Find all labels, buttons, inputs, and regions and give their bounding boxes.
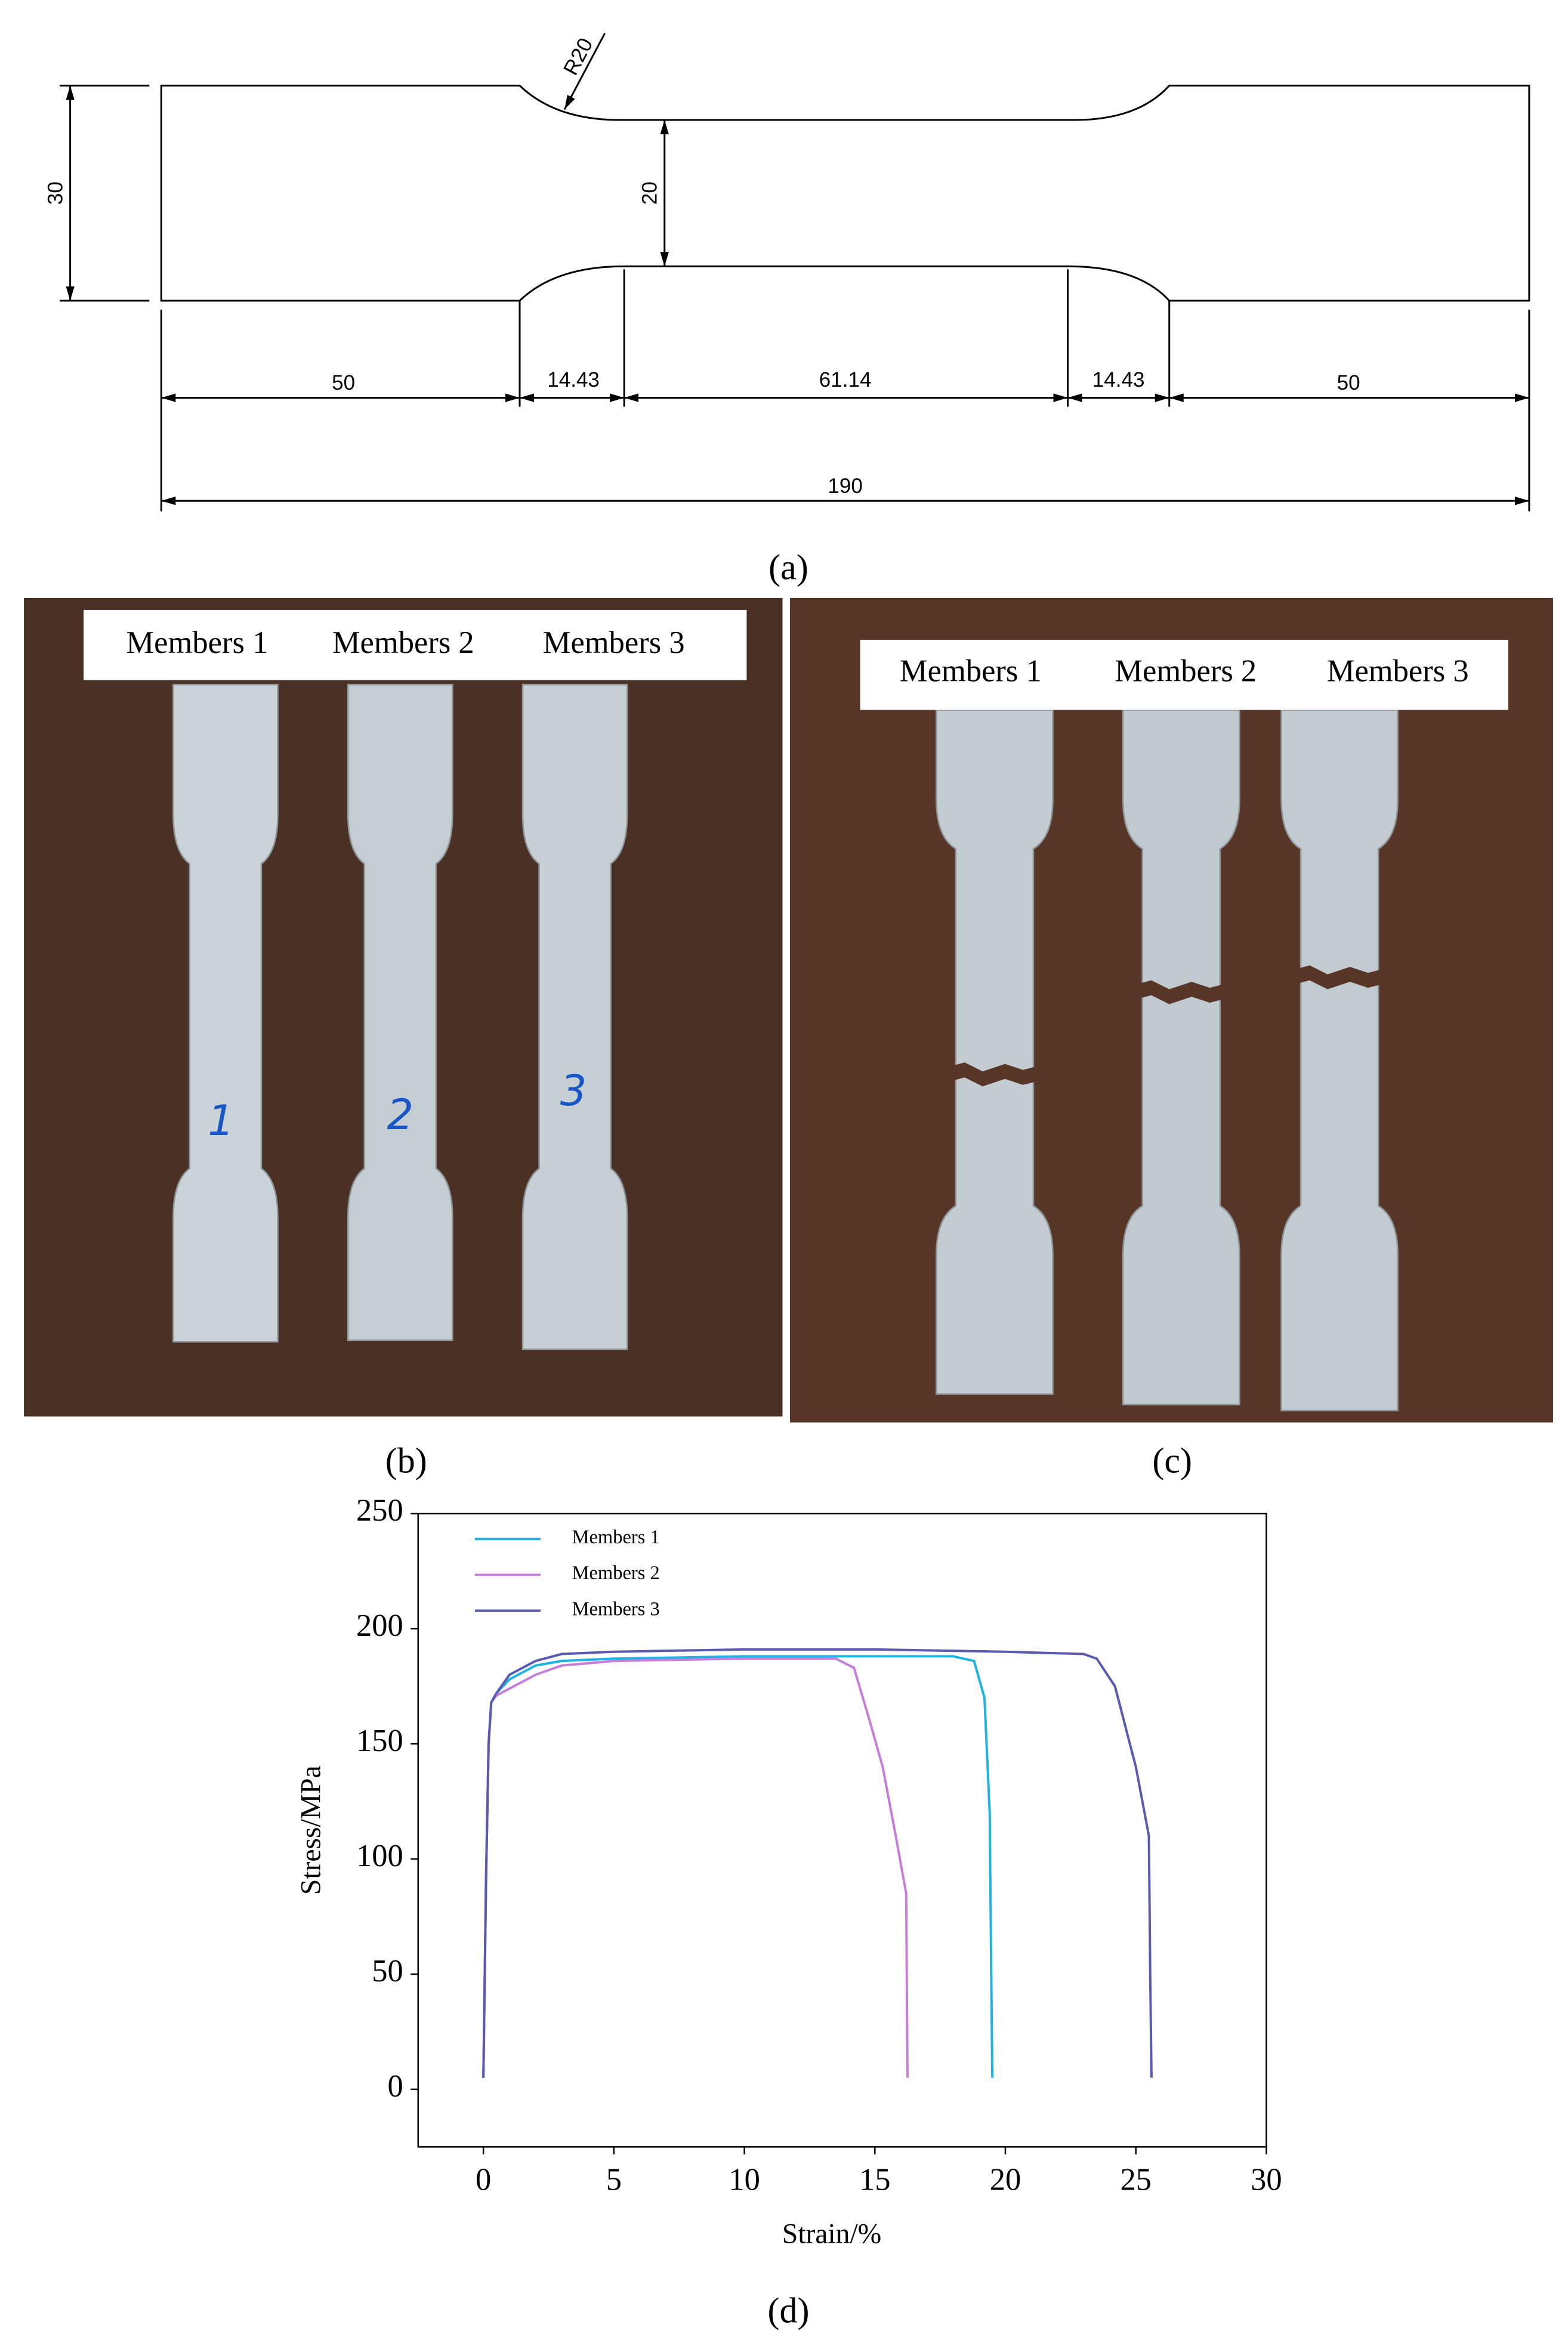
dimension-label: 61.14	[819, 368, 872, 391]
data-line	[482, 1655, 994, 2078]
panel-label: (d)	[768, 2290, 810, 2330]
handwritten-number: 2	[387, 1090, 413, 1139]
legend-label: Members 1	[572, 1527, 660, 1548]
handwritten-number: 1	[208, 1096, 234, 1145]
fracture	[1129, 980, 1228, 1004]
drawing	[60, 33, 1530, 511]
plot-frame	[417, 1512, 1267, 2148]
dimension-label: 30	[44, 181, 67, 205]
y-tick-label: 100	[356, 1839, 403, 1873]
dimension-labels: R20 30 20 50 14.43 61.14 14.43 50 190	[44, 34, 1360, 498]
specimen-label: Members 3	[543, 625, 685, 660]
x-tick-label: 25	[1120, 2162, 1152, 2197]
data-line	[482, 1657, 909, 2078]
y-tick-label: 0	[387, 2069, 403, 2104]
specimen-outline	[160, 84, 1530, 302]
handwriting: 1 2 3	[208, 1066, 587, 1145]
y-tick-label: 50	[372, 1954, 403, 1988]
specimen-label: Members 1	[126, 625, 268, 660]
specimen-label: Members 3	[1327, 654, 1469, 689]
handwritten-number: 3	[560, 1066, 587, 1115]
specimen	[172, 683, 279, 1343]
dimension-label: 50	[332, 371, 355, 394]
x-axis-label: Strain/%	[782, 2218, 881, 2249]
specimen	[347, 683, 453, 1342]
leader-line	[563, 33, 606, 110]
chart: 0 5 10 15 20 25 30 0 50 100 150 200 250 Members 1 Memb…	[356, 1493, 1282, 2197]
specimen	[936, 709, 1054, 1395]
x-tick-label: 15	[859, 2162, 891, 2197]
panel-label: (c)	[1152, 1440, 1192, 1480]
x-tick-label: 20	[990, 2162, 1021, 2197]
specimen-label: Members 1	[900, 654, 1042, 689]
dimension-label: 50	[1337, 371, 1360, 394]
dimension-label: 14.43	[547, 368, 600, 391]
fracture	[942, 1062, 1041, 1087]
x-tick-label: 5	[606, 2162, 622, 2197]
specimen	[1280, 709, 1399, 1411]
legend-label: Members 2	[572, 1562, 660, 1584]
y-tick-label: 200	[356, 1608, 403, 1643]
panel-label: (a)	[768, 547, 808, 587]
y-tick-label: 150	[356, 1724, 403, 1758]
photo-labels: Members 1 Members 2 Members 3 Members 1 …	[126, 625, 1468, 689]
dimension-label: 14.43	[1092, 368, 1145, 391]
data-line	[482, 1648, 1153, 2078]
specimen-label: Members 2	[332, 625, 474, 660]
specimen	[521, 683, 628, 1351]
specimen-label: Members 2	[1115, 654, 1257, 689]
x-tick-label: 0	[476, 2162, 491, 2197]
dimension-label: 20	[638, 181, 661, 205]
y-tick-label: 250	[356, 1493, 403, 1528]
label-box	[84, 609, 747, 680]
specimens	[172, 683, 1399, 1411]
legend-label: Members 3	[572, 1598, 660, 1620]
dimension-label: 190	[828, 474, 862, 498]
specimen	[1122, 709, 1240, 1405]
label-box	[860, 639, 1508, 710]
x-tick-label: 10	[729, 2162, 760, 2197]
panel-label: (b)	[385, 1440, 427, 1480]
fracture	[1287, 965, 1386, 989]
y-axis-label: Stress/MPa	[296, 1765, 327, 1895]
x-tick-label: 30	[1251, 2162, 1282, 2197]
